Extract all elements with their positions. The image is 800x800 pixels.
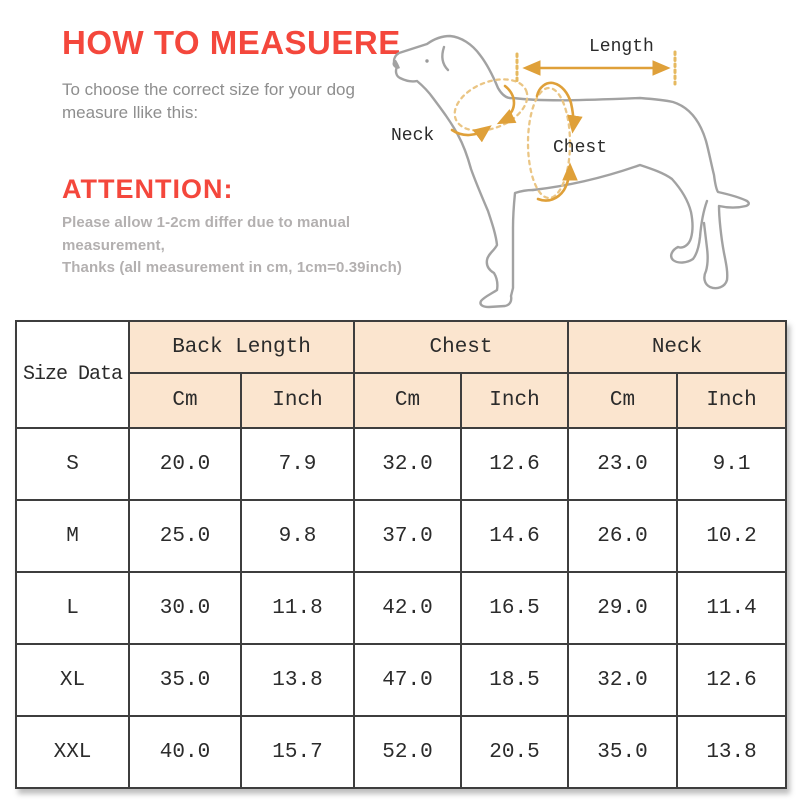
value-cell: 10.2 xyxy=(676,499,788,573)
table-unit-header-row: Cm Inch Cm Inch Cm Inch xyxy=(16,372,788,429)
value-cell: 15.7 xyxy=(240,715,355,789)
value-cell: 11.4 xyxy=(676,571,788,645)
size-cell: S xyxy=(15,427,130,501)
chest-arrow-top-icon xyxy=(535,81,583,134)
attention-line2: Thanks (all measurement in cm, 1cm=0.39i… xyxy=(62,259,402,276)
value-cell: 37.0 xyxy=(353,499,462,573)
table-row-l: L 30.0 11.8 42.0 16.5 29.0 11.4 xyxy=(15,571,788,645)
table-row-xxl: XXL 40.0 15.7 52.0 20.5 35.0 13.8 xyxy=(15,715,788,789)
value-cell: 35.0 xyxy=(128,643,242,717)
value-cell: 25.0 xyxy=(128,499,242,573)
attention-line1: Please allow 1-2cm differ due to manual … xyxy=(62,214,351,254)
neck-dashed-ellipse xyxy=(453,78,529,132)
size-cell: XXL xyxy=(15,715,130,789)
chest-label: Chest xyxy=(553,138,607,158)
value-cell: 35.0 xyxy=(567,715,679,789)
value-cell: 30.0 xyxy=(128,571,242,645)
chest-dashed-ellipse xyxy=(526,86,572,200)
measurement-arrows xyxy=(450,60,671,202)
unit-header: Inch xyxy=(240,372,355,429)
attention-title: ATTENTION: xyxy=(62,174,234,204)
value-cell: 26.0 xyxy=(567,499,679,573)
value-cell: 14.6 xyxy=(459,499,570,573)
value-cell: 11.8 xyxy=(240,571,355,645)
unit-header: Inch xyxy=(676,372,788,429)
measurement-dashed-guides xyxy=(453,50,677,200)
size-cell: L xyxy=(15,571,130,645)
table-corner-cell: Size Data xyxy=(15,320,130,429)
value-cell: 32.0 xyxy=(567,643,679,717)
length-label: Length xyxy=(589,37,654,57)
table-row-m: M 25.0 9.8 37.0 14.6 26.0 10.2 xyxy=(15,499,788,573)
neck-label: Neck xyxy=(391,126,434,146)
chest-arrow-bottom-icon xyxy=(536,162,578,202)
value-cell: 47.0 xyxy=(353,643,462,717)
intro-subtitle: To choose the correct size for your dog … xyxy=(62,78,402,125)
col-group-neck: Neck xyxy=(567,320,788,374)
intro-section: HOW TO MEASUERE To choose the correct si… xyxy=(62,24,402,125)
table-row-xl: XL 35.0 13.8 47.0 18.5 32.0 12.6 xyxy=(15,643,788,717)
value-cell: 13.8 xyxy=(240,643,355,717)
neck-arrow-lower-icon xyxy=(450,125,492,143)
unit-header: Inch xyxy=(459,372,570,429)
value-cell: 52.0 xyxy=(353,715,462,789)
table-group-header-row: Size Data Back Length Chest Neck xyxy=(15,320,788,429)
value-cell: 23.0 xyxy=(567,427,679,501)
intro-subtitle-line1: To choose the correct size for your dog xyxy=(62,80,355,99)
value-cell: 7.9 xyxy=(240,427,355,501)
value-cell: 16.5 xyxy=(459,571,570,645)
value-cell: 13.8 xyxy=(676,715,788,789)
value-cell: 29.0 xyxy=(567,571,679,645)
dog-outline xyxy=(392,34,750,309)
dog-belly-hindleg-path xyxy=(531,163,709,264)
value-cell: 9.1 xyxy=(676,427,788,501)
value-cell: 42.0 xyxy=(353,571,462,645)
table-row-s: S 20.0 7.9 32.0 12.6 23.0 9.1 xyxy=(15,427,788,501)
value-cell: 12.6 xyxy=(459,427,570,501)
page-title: HOW TO MEASUERE xyxy=(62,24,401,61)
unit-header: Cm xyxy=(128,372,242,429)
unit-header: Cm xyxy=(567,372,679,429)
size-cell: M xyxy=(15,499,130,573)
value-cell: 12.6 xyxy=(676,643,788,717)
value-cell: 9.8 xyxy=(240,499,355,573)
size-table: Size Data Back Length Chest Neck Cm Inch… xyxy=(15,320,788,789)
dog-measurement-diagram: Length Neck Chest xyxy=(391,34,750,309)
neck-arrow-upper-icon xyxy=(496,84,517,125)
size-cell: XL xyxy=(15,643,130,717)
dog-head-back-tail-path xyxy=(392,34,750,290)
attention-section: ATTENTION: Please allow 1-2cm differ due… xyxy=(62,174,422,280)
dog-nose xyxy=(392,60,400,69)
dog-eye xyxy=(425,59,429,63)
col-group-chest: Chest xyxy=(352,320,570,374)
intro-subtitle-line2: measure llike this: xyxy=(62,103,199,123)
value-cell: 40.0 xyxy=(128,715,242,789)
value-cell: 32.0 xyxy=(353,427,462,501)
dog-jaw-frontleg-path xyxy=(394,65,535,309)
attention-body: Please allow 1-2cm differ due to manual … xyxy=(62,212,422,280)
dog-ear-inner-line xyxy=(441,45,450,72)
unit-header: Cm xyxy=(353,372,462,429)
col-group-back-length: Back Length xyxy=(128,320,355,374)
value-cell: 20.5 xyxy=(459,715,570,789)
value-cell: 18.5 xyxy=(459,643,570,717)
value-cell: 20.0 xyxy=(128,427,242,501)
